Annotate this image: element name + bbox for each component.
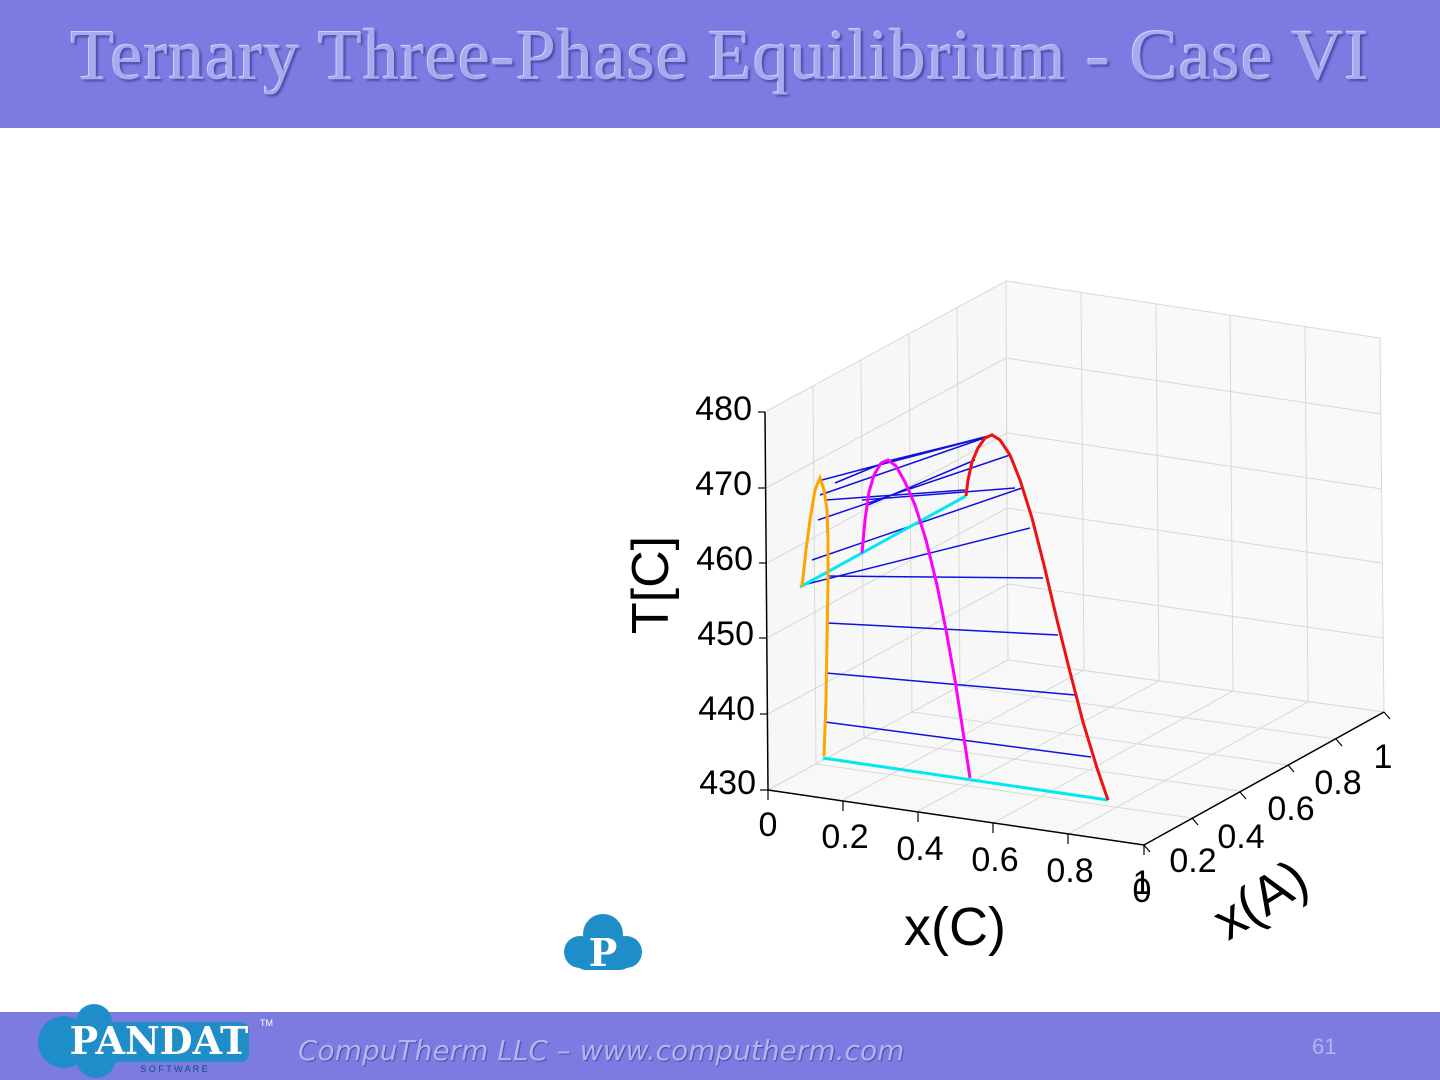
z-axis-label: T[C] (622, 536, 680, 634)
z-tick-label: 470 (695, 465, 752, 503)
back-walls (764, 280, 1386, 846)
pandat-watermark-icon: P (564, 914, 642, 975)
pandat-logo: PANDAT TM S O F T W A R E (38, 1004, 273, 1078)
logo-tm: TM (260, 1018, 273, 1028)
x-tick-label: 0.2 (821, 818, 868, 856)
x-tick-label: 0.6 (971, 841, 1018, 879)
header-bar (0, 0, 1440, 128)
y-tick-label: 0.6 (1267, 790, 1314, 828)
tie-line (802, 527, 1031, 586)
x-tick-label: 0 (759, 806, 778, 844)
y-tick-label: 0.2 (1169, 842, 1216, 880)
logo-subtext: S O F T W A R E (140, 1064, 207, 1074)
footer-text: CompuTherm LLC – www.computherm.com (298, 1034, 905, 1067)
x-axis-label: x(C) (904, 897, 1006, 957)
y-axis-line (1143, 711, 1385, 846)
z-tick-label: 460 (696, 540, 753, 578)
y-axis-label: x(A) (1203, 848, 1319, 951)
z-tick-label: 440 (698, 690, 755, 728)
slide-title: Ternary Three-Phase Equilibrium - Case V… (70, 15, 1370, 95)
tie-line (867, 459, 976, 506)
series-magenta-curve (860, 458, 972, 779)
y-tick-label: 1 (1374, 738, 1393, 776)
y-ticks (1143, 711, 1391, 853)
z-tick-label: 480 (695, 390, 752, 428)
z-axis-line (764, 411, 769, 791)
tie-line (825, 672, 1076, 696)
series-red-curve (964, 433, 1110, 801)
tie-line (817, 454, 1011, 521)
tie-line (861, 487, 1016, 501)
page-number: 61 (1312, 1034, 1337, 1059)
ternary-3d-chart: 480 470 460 450 440 430 T[C] 0 0.2 0.4 0… (622, 280, 1393, 957)
axes (764, 411, 1385, 846)
tie-line (819, 435, 991, 496)
y-tick-label: 0.4 (1217, 818, 1264, 856)
tie-line (826, 622, 1059, 636)
tie-line (825, 489, 966, 501)
y-tick-label: 0 (1133, 872, 1152, 910)
x-tick-label: 0.4 (896, 830, 943, 868)
watermark-letter: P (589, 930, 618, 975)
tie-line (824, 721, 1092, 758)
x-ticks (767, 790, 1145, 855)
x-tick-label: 1 (1133, 864, 1152, 902)
z-tick-label: 450 (697, 615, 754, 653)
series-orange-curve (800, 473, 830, 757)
x-axis-line (767, 789, 1145, 846)
x-tick-label: 0.8 (1046, 852, 1093, 890)
z-tick-label: 430 (699, 764, 756, 802)
z-ticks (758, 411, 768, 791)
tie-line (887, 435, 991, 462)
y-tick-label: 0.8 (1314, 764, 1361, 802)
base-line-bottom (822, 756, 1109, 802)
logo-text: PANDAT (70, 1018, 249, 1063)
